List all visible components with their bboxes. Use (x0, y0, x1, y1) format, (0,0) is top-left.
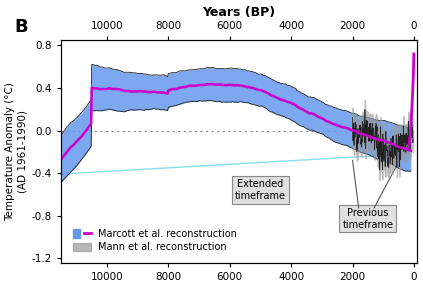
X-axis label: Years (BP): Years (BP) (202, 5, 275, 18)
Text: B: B (14, 18, 28, 36)
Text: Extended
timeframe: Extended timeframe (235, 179, 286, 201)
Legend: Marcott et al. reconstruction, Mann et al. reconstruction: Marcott et al. reconstruction, Mann et a… (69, 225, 241, 256)
Text: Previous
timeframe: Previous timeframe (342, 208, 393, 230)
Y-axis label: Temperature Anomaly (°C)
(AD 1961-1990): Temperature Anomaly (°C) (AD 1961-1990) (5, 82, 27, 221)
